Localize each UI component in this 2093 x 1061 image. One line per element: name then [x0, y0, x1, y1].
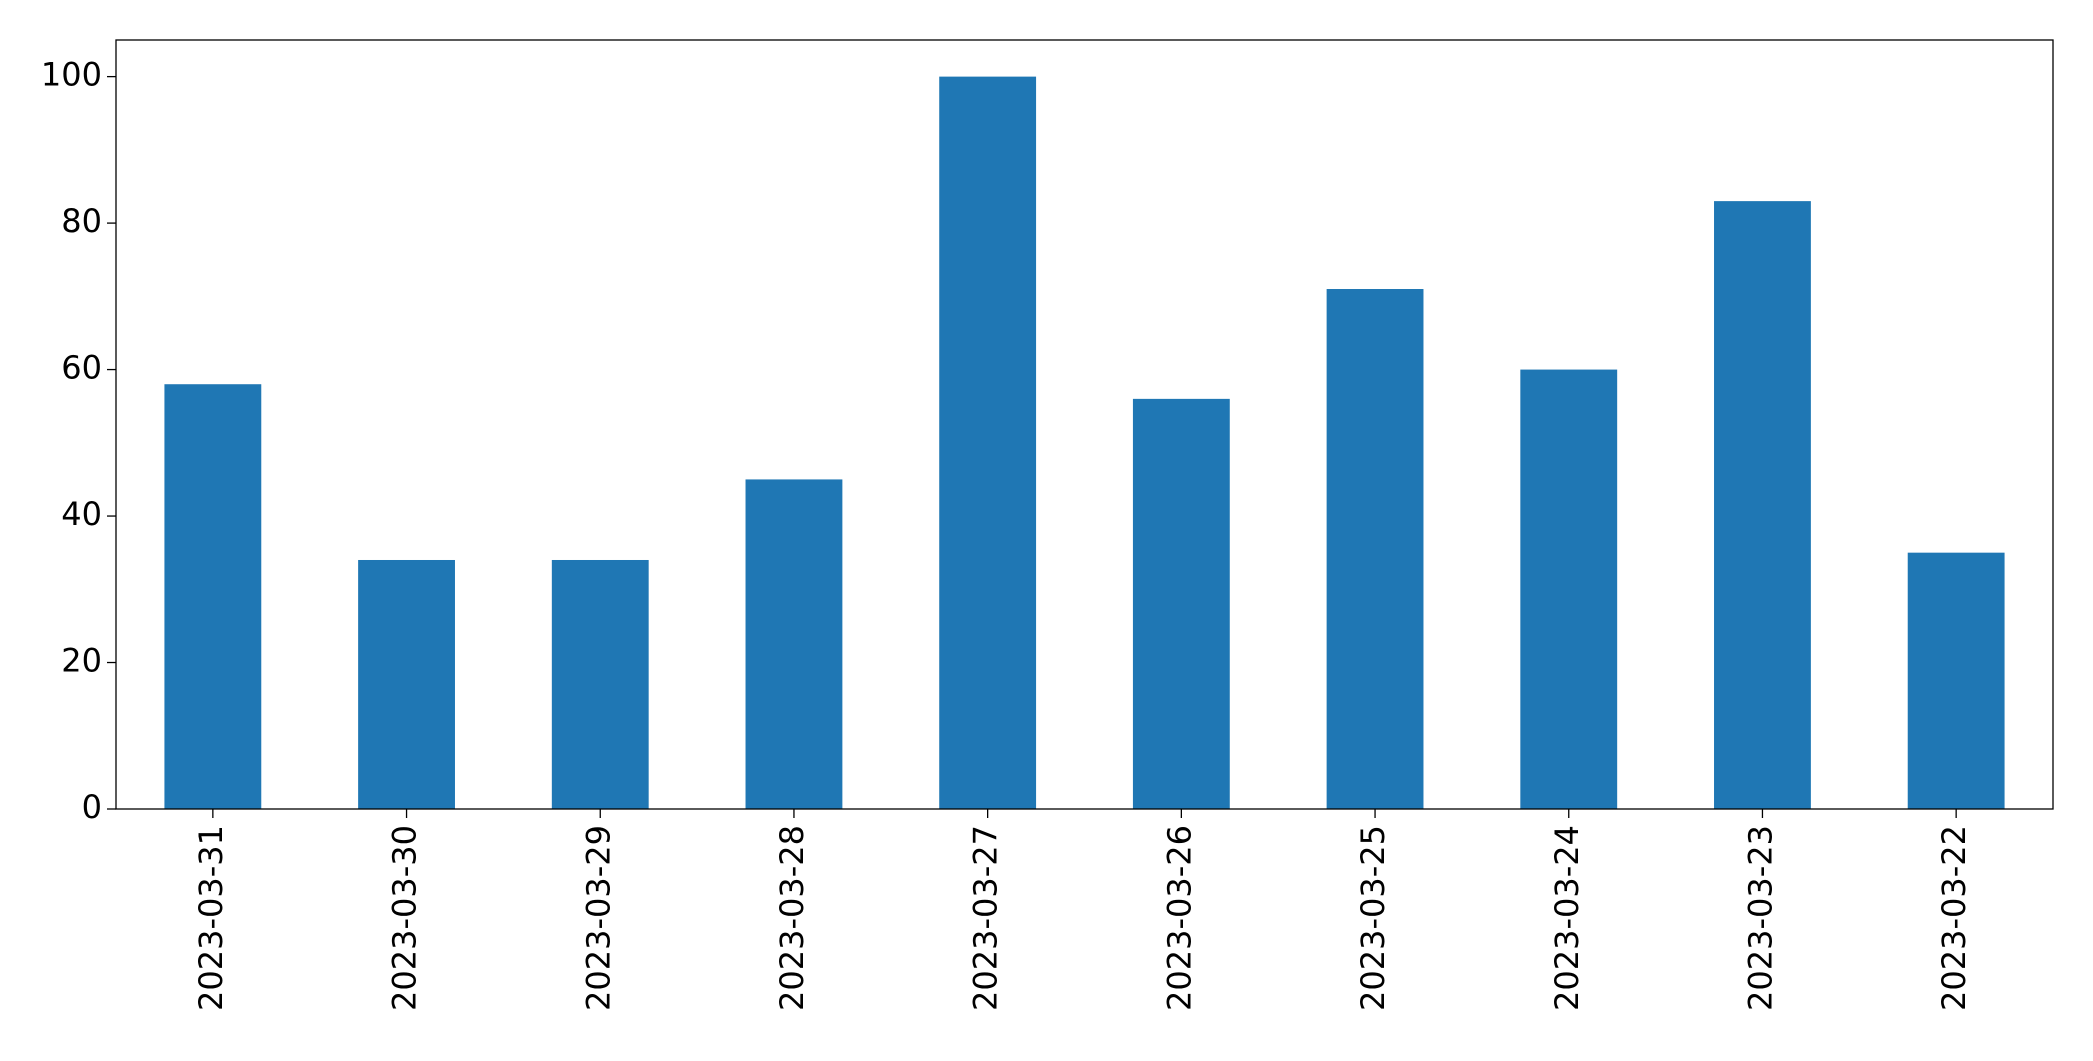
y-tick-label: 100	[41, 56, 102, 94]
x-tick-label: 2023-03-27	[967, 825, 1005, 1011]
bar	[164, 384, 262, 809]
bar	[551, 559, 649, 809]
x-tick-label: 2023-03-22	[1935, 825, 1973, 1011]
y-tick-label: 20	[61, 642, 102, 680]
y-tick-label: 0	[82, 788, 102, 826]
bar	[1714, 201, 1811, 810]
y-tick-label: 80	[61, 202, 102, 240]
y-tick-label: 40	[61, 495, 102, 533]
bar	[1326, 289, 1424, 809]
bar	[745, 479, 843, 809]
x-tick-label: 2023-03-28	[773, 825, 811, 1011]
x-tick-label: 2023-03-26	[1160, 825, 1198, 1011]
x-tick-label: 2023-03-29	[579, 825, 617, 1011]
bar	[358, 559, 455, 809]
axes-frame	[115, 39, 2054, 810]
x-tick-label: 2023-03-24	[1548, 825, 1586, 1011]
x-tick-label: 2023-03-30	[386, 825, 424, 1011]
x-tick-label: 2023-03-31	[192, 825, 230, 1011]
bar	[1907, 552, 2005, 809]
bar	[1132, 398, 1230, 809]
bar	[939, 76, 1037, 810]
bar	[1520, 369, 1618, 809]
x-tick-label: 2023-03-25	[1354, 825, 1392, 1011]
x-tick-label: 2023-03-23	[1741, 825, 1779, 1011]
y-tick-label: 60	[61, 349, 102, 387]
